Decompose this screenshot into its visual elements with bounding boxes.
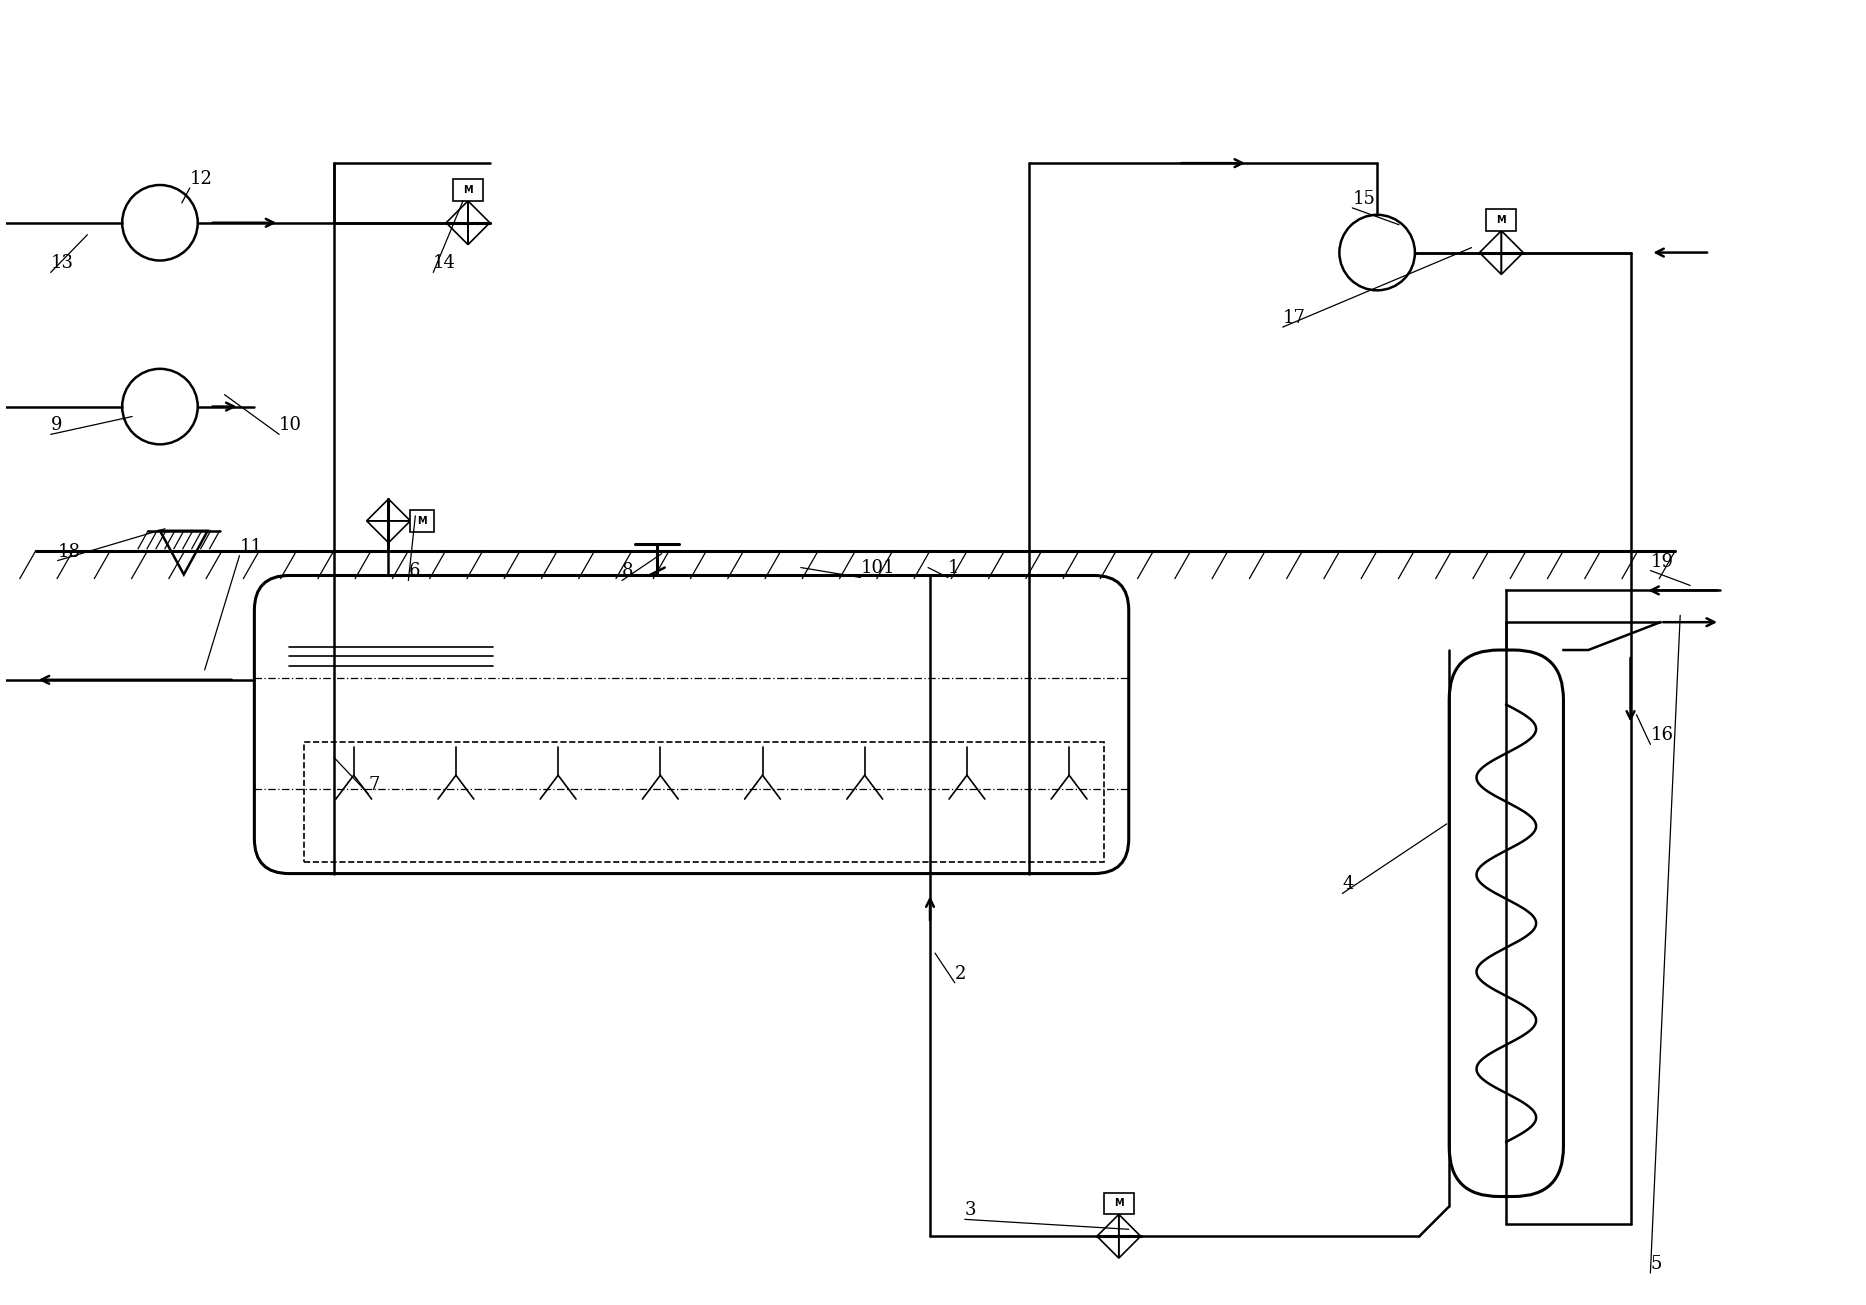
Text: M: M (1497, 215, 1506, 224)
Text: 2: 2 (955, 964, 967, 983)
Bar (304, 743, 1105, 861)
Text: 19: 19 (1650, 552, 1674, 570)
Text: 9: 9 (50, 416, 62, 435)
Text: M: M (1114, 1198, 1123, 1208)
Text: 13: 13 (50, 254, 73, 273)
Text: 14: 14 (433, 254, 455, 273)
Text: 3: 3 (965, 1202, 976, 1219)
Text: 8: 8 (621, 562, 633, 581)
Bar (453, 179, 483, 201)
Text: 4: 4 (1342, 876, 1353, 894)
Text: 5: 5 (1650, 1255, 1663, 1272)
Text: 12: 12 (190, 170, 213, 188)
Text: 11: 11 (239, 538, 263, 556)
Bar (1487, 209, 1517, 231)
Text: M: M (418, 515, 427, 526)
Text: 6: 6 (409, 562, 420, 581)
Text: 1: 1 (948, 560, 959, 578)
Bar (411, 510, 435, 531)
Text: M: M (463, 185, 472, 194)
Text: 10: 10 (280, 416, 302, 435)
Text: 15: 15 (1353, 189, 1375, 207)
Text: 101: 101 (860, 560, 896, 578)
Text: 17: 17 (1282, 309, 1306, 328)
Text: 7: 7 (369, 776, 381, 793)
Text: 18: 18 (58, 543, 80, 561)
Bar (1105, 1193, 1135, 1215)
Text: 16: 16 (1650, 727, 1674, 744)
